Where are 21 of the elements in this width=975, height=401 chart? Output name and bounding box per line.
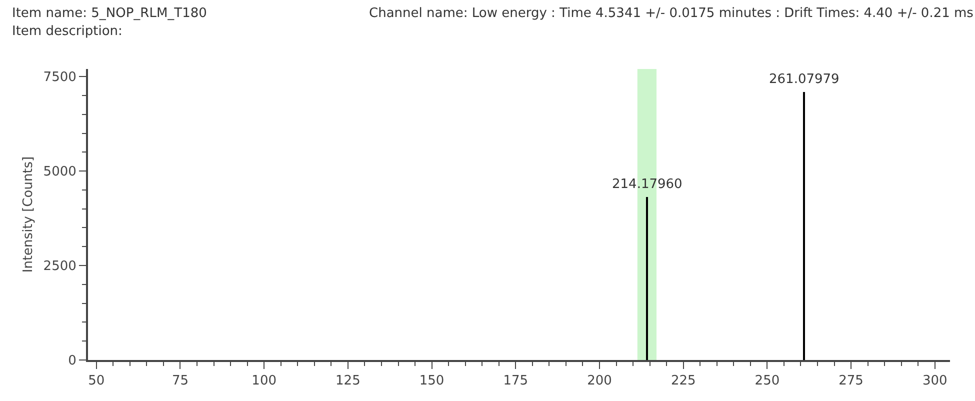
chart-title: Item name: 5_NOP_RLM_T180 (12, 6, 207, 21)
x-tick-label: 225 (670, 374, 696, 389)
x-tick-label: 200 (587, 374, 612, 389)
y-tick-label: 2500 (43, 259, 76, 274)
x-tick-label: 300 (922, 374, 948, 389)
x-tick-label: 150 (419, 374, 444, 389)
y-tick-label: 5000 (43, 164, 76, 180)
x-tick-label: 125 (336, 374, 360, 389)
y-tick-label: 7500 (43, 70, 76, 86)
annotation: 261.07979 (769, 72, 840, 87)
x-tick-label: 275 (838, 374, 864, 389)
y-axis-title: Intensity [Counts] (20, 156, 36, 273)
chart-subtitle: Item description: (12, 24, 122, 39)
x-tick-label: 250 (754, 374, 780, 389)
x-tick-label: 100 (252, 374, 277, 389)
annotation: 214.17960 (612, 177, 682, 192)
y-tick-label: 0 (68, 354, 76, 369)
x-tick-label: 75 (172, 374, 189, 389)
text: Channel name: Low energy : Time 4.5341 +/- 0.0175 minutes : Drift Times: 4.40 +/- 0.21 ms (369, 6, 974, 21)
x-tick-label: 50 (88, 374, 105, 389)
x-tick-label: 175 (503, 374, 528, 389)
